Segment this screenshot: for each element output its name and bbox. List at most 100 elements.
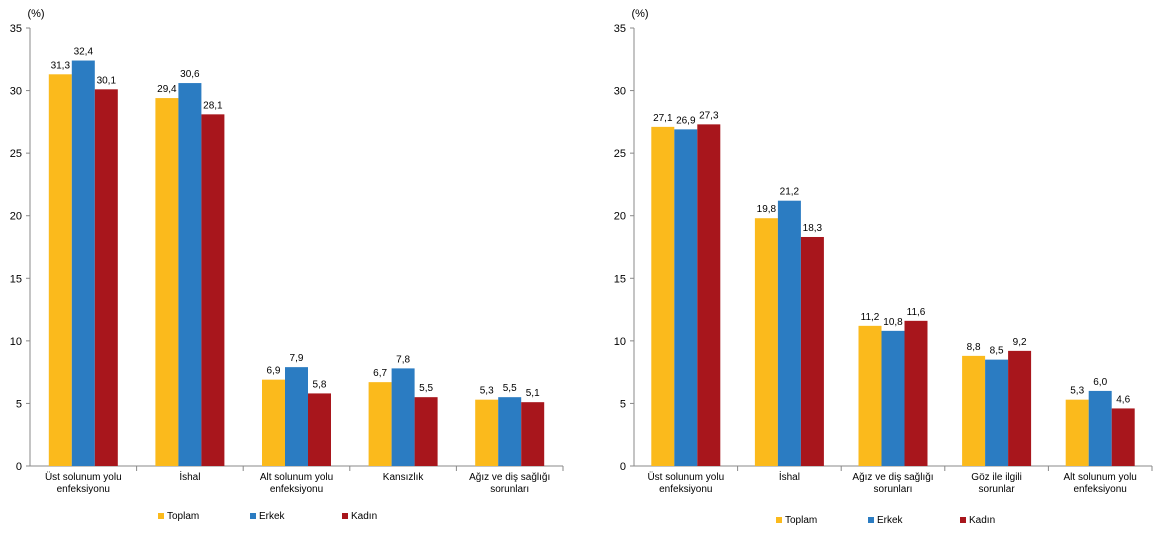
bar-erkek [178, 83, 202, 466]
bar-kadın [800, 236, 824, 466]
data-label: 9,2 [1013, 337, 1027, 348]
data-label: 6,9 [267, 366, 281, 377]
category-label-line: Üst solunum yolu [45, 471, 122, 483]
chart-1: (%) 0 5 10 15 20 25 30 35 31,332,4 30,1 Üst solunum… [10, 8, 564, 522]
data-label: 11,6 [907, 307, 926, 318]
bar-toplam [651, 126, 675, 466]
category-label: Alt solunum yolu enfeksiyonu [260, 472, 333, 495]
category-label-line: Kansızlık [383, 472, 425, 483]
data-label: 5,3 [480, 386, 494, 397]
category-label: Üst solunum yolu enfeksiyonu [647, 471, 724, 495]
bar-erkek [1088, 390, 1112, 466]
data-label: 7,9 [290, 353, 304, 364]
y-tick-label: 25 [10, 148, 22, 160]
legend-label: Toplam [167, 511, 199, 522]
bar-erkek [674, 129, 698, 466]
y-tick-label: 30 [10, 86, 22, 98]
data-label: 6,0 [1093, 377, 1107, 388]
category-label-line: enfeksiyonu [659, 484, 712, 495]
legend-swatch [868, 517, 874, 523]
category-label: Alt solunum yolu enfeksiyonu [1064, 472, 1137, 495]
y-tick-label: 10 [10, 336, 22, 348]
category-label-line: enfeksiyonu [57, 484, 110, 495]
data-label: 32,4 [74, 47, 94, 58]
data-label: 27,1 [653, 113, 673, 124]
bar-erkek [71, 60, 95, 467]
y-tick-label: 20 [10, 211, 22, 223]
category-label-line: Üst solunum yolu [647, 471, 724, 483]
data-label: 27,3 [699, 110, 719, 121]
legend-label: Kadın [351, 511, 377, 522]
legend-label: Erkek [259, 511, 286, 522]
y-tick-label: 10 [614, 336, 626, 348]
category-label: Kansızlık [383, 472, 425, 483]
y-tick-label: 5 [16, 398, 22, 410]
category-label-line: Ağız ve diş sağlığı [852, 472, 933, 483]
bar-toplam [858, 325, 882, 466]
bar-kadın [414, 397, 438, 466]
bar-toplam [962, 355, 986, 466]
bar-kadın [697, 124, 721, 467]
chart-2: (%) 0 5 10 15 20 25 30 35 27,1 26,9 27,3 Üst solunum… [614, 8, 1153, 526]
bar-erkek [985, 359, 1009, 466]
y-tick-label: 35 [10, 23, 22, 35]
data-label: 28,1 [203, 100, 223, 111]
data-label: 6,7 [373, 368, 387, 379]
bar-toplam [475, 399, 499, 466]
data-label: 11,2 [861, 312, 880, 323]
bar-kadın [521, 402, 545, 466]
category-label-line: Alt solunum yolu [1064, 472, 1137, 483]
bar-erkek [498, 397, 522, 466]
y-tick-label: 0 [620, 461, 626, 473]
bar-toplam [155, 98, 179, 466]
data-label: 5,1 [526, 388, 540, 399]
legend-item-erkek: Erkek [868, 515, 904, 526]
bar-erkek [777, 200, 801, 466]
category-label-line: sorunları [490, 484, 529, 495]
data-label: 5,8 [313, 379, 327, 390]
bar-toplam [754, 218, 778, 466]
y-tick-label: 0 [16, 461, 22, 473]
y-tick-label: 35 [614, 23, 626, 35]
y-tick-label: 30 [614, 86, 626, 98]
data-label: 8,8 [967, 342, 981, 353]
category-label: Ağız ve diş sağlığı sorunları [852, 472, 933, 495]
data-label: 5,5 [503, 383, 517, 394]
category-label: İshal [779, 470, 800, 483]
category-label: Üst solunum yolu enfeksiyonu [45, 471, 122, 495]
data-label: 30,1 [97, 75, 117, 86]
legend-swatch [776, 517, 782, 523]
legend-swatch [342, 513, 348, 519]
bar-kadın [201, 114, 225, 466]
bar-kadın [1111, 408, 1135, 466]
data-label: 29,4 [157, 84, 177, 95]
category-label-line: enfeksiyonu [1074, 484, 1127, 495]
data-label: 21,2 [780, 187, 800, 198]
data-label: 31,3 [51, 60, 71, 71]
bar-toplam [368, 382, 392, 466]
bar-erkek [391, 368, 415, 466]
legend-item-toplam: Toplam [158, 511, 199, 522]
bar-kadın [94, 89, 118, 466]
data-label: 18,3 [803, 223, 823, 234]
legend-swatch [250, 513, 256, 519]
legend-item-kadın: Kadın [342, 511, 377, 522]
category-label-line: Ağız ve diş sağlığı [469, 472, 550, 483]
y-tick-label: 20 [614, 211, 626, 223]
category-label-line: sorunlar [979, 484, 1016, 495]
legend-item-erkek: Erkek [250, 511, 286, 522]
y-tick-label: 5 [620, 398, 626, 410]
y-tick-label: 15 [614, 273, 626, 285]
category-label-line: enfeksiyonu [270, 484, 323, 495]
legend-label: Erkek [877, 515, 904, 526]
category-label: İshal [179, 470, 200, 483]
bar-erkek [881, 330, 905, 466]
data-label: 19,8 [757, 204, 777, 215]
category-label-line: Alt solunum yolu [260, 472, 333, 483]
y-tick-label: 25 [614, 148, 626, 160]
bar-toplam [48, 74, 72, 466]
data-label: 26,9 [676, 115, 696, 126]
legend-swatch [158, 513, 164, 519]
y-tick-label: 15 [10, 273, 22, 285]
bar-kadın [904, 320, 928, 466]
